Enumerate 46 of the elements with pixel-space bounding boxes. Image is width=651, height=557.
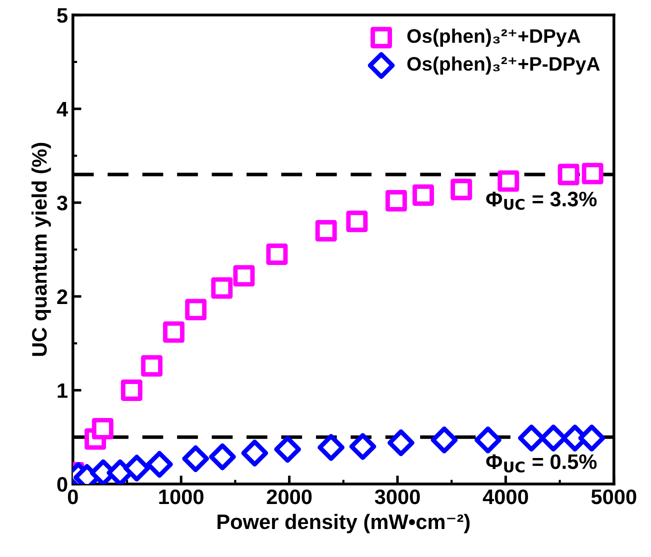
x-tick-label: 4000 bbox=[482, 489, 528, 504]
point bbox=[318, 434, 344, 461]
point bbox=[474, 426, 502, 454]
point bbox=[120, 380, 142, 401]
point bbox=[430, 426, 458, 454]
y-tick-label: 3 bbox=[56, 196, 68, 210]
point bbox=[385, 190, 407, 212]
point bbox=[349, 433, 376, 460]
x-tick-label: 2000 bbox=[266, 489, 312, 504]
point bbox=[92, 418, 114, 440]
point bbox=[211, 277, 233, 299]
x-axis-title: Power density (mW•cm⁻²) bbox=[218, 514, 470, 534]
y-tick-label: 5 bbox=[57, 8, 68, 23]
point bbox=[578, 424, 606, 452]
point bbox=[185, 298, 207, 320]
y-axis-title: UC quantum yield (%) bbox=[31, 142, 51, 356]
point bbox=[233, 265, 255, 287]
point bbox=[274, 436, 301, 463]
point bbox=[558, 164, 580, 186]
point bbox=[182, 445, 210, 472]
y-tick-label: 1 bbox=[58, 383, 68, 398]
point bbox=[412, 184, 434, 206]
y-tick-label: 0 bbox=[57, 477, 68, 492]
x-tick-label: 0 bbox=[68, 489, 78, 504]
x-tick-label: 3000 bbox=[374, 489, 420, 504]
point bbox=[163, 321, 184, 343]
x-tick-label: 1000 bbox=[159, 489, 204, 504]
ref-line-label: Φ$_{UC}$ = 0.5% bbox=[486, 454, 597, 472]
point bbox=[241, 440, 268, 466]
point bbox=[266, 243, 288, 265]
point bbox=[388, 429, 414, 456]
x-tick-label: 5000 bbox=[591, 489, 636, 504]
point bbox=[498, 170, 520, 192]
point bbox=[315, 220, 337, 242]
y-tick-label: 2 bbox=[57, 289, 68, 304]
point bbox=[346, 210, 368, 232]
legend-label: Os(phen)₃²⁺+P-DPyA bbox=[407, 56, 600, 75]
point bbox=[209, 443, 236, 470]
point bbox=[146, 450, 173, 478]
y-tick-label: 4 bbox=[56, 102, 68, 116]
legend-label: Os(phen)₃²⁺+DPyA bbox=[407, 28, 580, 47]
point bbox=[141, 355, 163, 377]
point bbox=[123, 454, 150, 482]
point bbox=[582, 162, 604, 184]
ref-line-label: Φ$_{UC}$ = 3.3% bbox=[486, 192, 597, 210]
point bbox=[450, 178, 472, 200]
